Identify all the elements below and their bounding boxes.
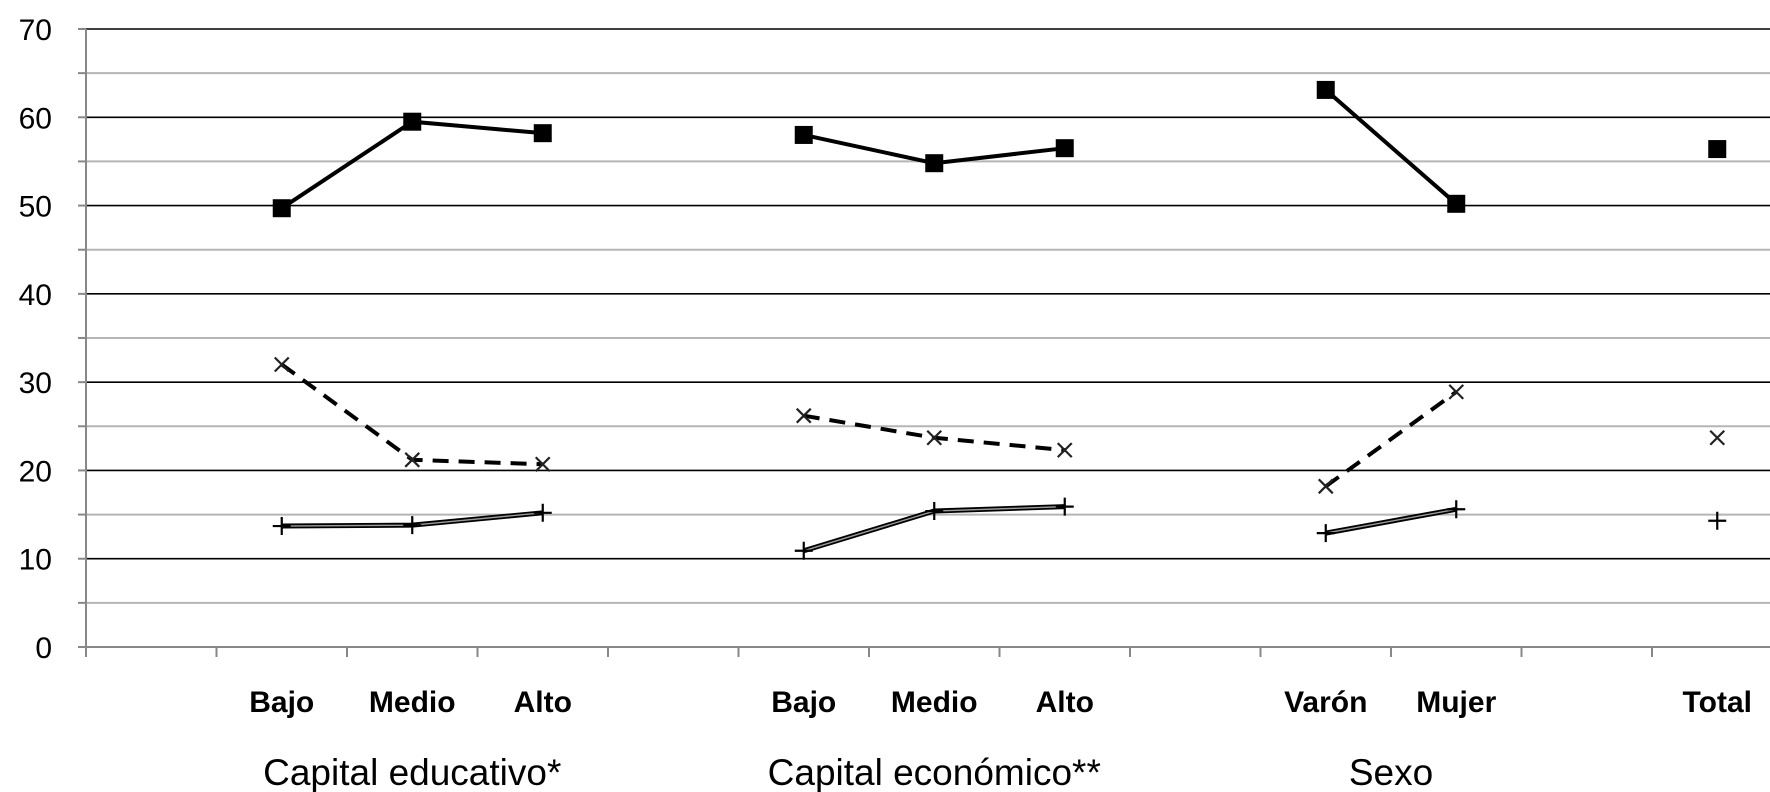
- x-marker: [273, 356, 290, 373]
- x-category-label: Medio: [891, 686, 978, 719]
- square-marker: [533, 124, 552, 143]
- plus-marker: [403, 516, 422, 535]
- y-axis-tick-labels: 0 10 20 30 40 50 60 70: [19, 14, 52, 665]
- x-marker: [1709, 429, 1726, 446]
- series-line: [803, 413, 1065, 453]
- x-marker: [1317, 478, 1334, 495]
- x-axis-group-labels: Capital educativo* Capital económico** Sex…: [263, 752, 1433, 792]
- x-category-label: Alto: [1036, 686, 1094, 719]
- x-category-label: Medio: [369, 686, 456, 719]
- plus-marker: [1055, 497, 1074, 516]
- y-tick-label: 50: [19, 191, 52, 224]
- series-line: [280, 362, 543, 467]
- x-group-label: Capital educativo*: [263, 752, 561, 792]
- y-tick-label: 0: [35, 632, 52, 665]
- plus-marker: [1447, 500, 1466, 519]
- series-line: [1324, 390, 1458, 488]
- y-tick-label: 20: [19, 455, 52, 488]
- square-marker: [1447, 194, 1466, 213]
- x-marker: [1448, 384, 1465, 400]
- x-marker: [795, 407, 812, 424]
- plus-marker: [533, 503, 552, 522]
- x-category-label: Varón: [1284, 686, 1367, 719]
- square-marker: [272, 199, 291, 218]
- series-line: [280, 119, 543, 210]
- axes: [78, 28, 1770, 657]
- x-marker: [534, 456, 551, 473]
- x-category-label: Total: [1683, 686, 1752, 719]
- square-marker: [925, 154, 944, 173]
- series-line: [1324, 88, 1458, 206]
- x-category-label: Mujer: [1416, 686, 1496, 719]
- x-marker: [926, 429, 943, 446]
- square-marker: [1316, 80, 1335, 99]
- gridlines: [86, 28, 1770, 604]
- y-tick-label: 30: [19, 367, 52, 400]
- y-tick-label: 10: [19, 544, 52, 577]
- x-category-label: Alto: [514, 686, 572, 719]
- plus-marker: [1316, 524, 1335, 543]
- plus-marker: [794, 541, 813, 560]
- plus-marker: [925, 502, 944, 521]
- x-category-label: Bajo: [771, 686, 836, 719]
- plus-marker: [272, 517, 291, 536]
- x-group-label: Capital económico**: [768, 752, 1101, 792]
- x-marker: [404, 452, 421, 468]
- y-tick-label: 40: [19, 279, 52, 312]
- square-marker: [1708, 140, 1727, 159]
- series-markers: [272, 80, 1727, 560]
- y-tick-label: 70: [19, 14, 52, 47]
- x-axis-category-labels: Bajo Medio Alto Bajo Medio Alto Varón Mujer Tota…: [249, 686, 1752, 719]
- series-line-inner: [1325, 508, 1457, 534]
- square-marker: [403, 112, 422, 131]
- series-lines: [280, 88, 1458, 554]
- square-marker: [1055, 139, 1074, 158]
- plus-marker: [1708, 511, 1727, 530]
- square-marker: [794, 125, 813, 144]
- x-category-label: Bajo: [249, 686, 314, 719]
- x-group-label: Sexo: [1349, 752, 1433, 792]
- y-tick-label: 60: [19, 102, 52, 135]
- x-marker: [1056, 442, 1073, 458]
